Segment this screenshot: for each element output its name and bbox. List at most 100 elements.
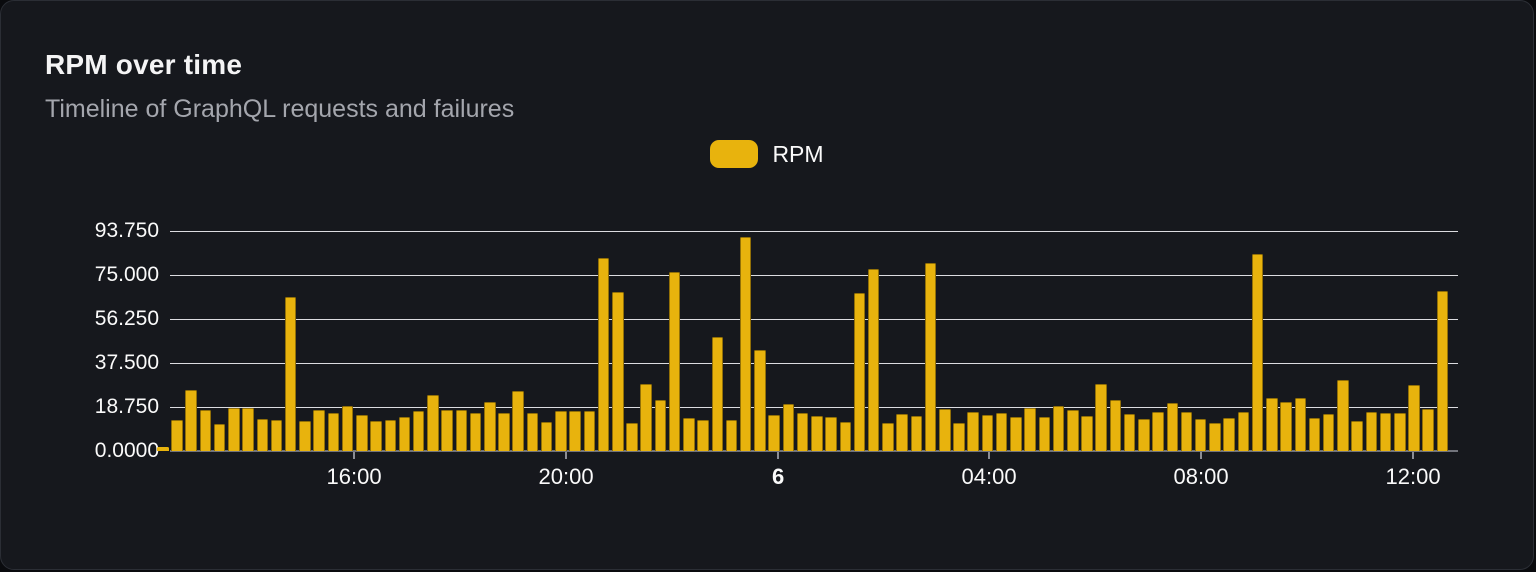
rpm-bar[interactable]	[185, 389, 197, 451]
rpm-bar[interactable]	[284, 296, 297, 451]
rpm-bar[interactable]	[526, 412, 539, 451]
rpm-bar[interactable]	[1010, 416, 1022, 451]
rpm-bar[interactable]	[1209, 423, 1221, 451]
rpm-bar[interactable]	[569, 411, 581, 451]
rpm-bar[interactable]	[1223, 417, 1235, 451]
rpm-bar[interactable]	[427, 395, 439, 451]
rpm-bar[interactable]	[995, 413, 1008, 451]
rpm-bar[interactable]	[626, 423, 638, 451]
rpm-bar[interactable]	[1138, 419, 1150, 451]
rpm-bar[interactable]	[327, 413, 340, 451]
rpm-bar[interactable]	[1152, 411, 1164, 451]
rpm-bar[interactable]	[1436, 290, 1449, 451]
y-axis-tick-label: 18.750	[94, 395, 159, 418]
rpm-bar[interactable]	[1379, 413, 1392, 451]
rpm-bar[interactable]	[412, 411, 425, 451]
rpm-bar[interactable]	[640, 384, 652, 451]
rpm-bar[interactable]	[1294, 398, 1306, 451]
rpm-bar[interactable]	[683, 418, 695, 451]
gridline	[170, 363, 1458, 364]
rpm-bar[interactable]	[171, 419, 183, 451]
rpm-bar[interactable]	[739, 236, 752, 451]
rpm-bar[interactable]	[455, 409, 468, 451]
rpm-bar[interactable]	[341, 405, 354, 451]
rpm-bar[interactable]	[1109, 400, 1122, 451]
rpm-bar[interactable]	[1408, 384, 1420, 451]
rpm-bar[interactable]	[1123, 414, 1136, 451]
rpm-bar[interactable]	[1394, 412, 1406, 451]
rpm-bar[interactable]	[157, 447, 169, 451]
rpm-bar[interactable]	[1095, 384, 1107, 451]
rpm-bar[interactable]	[924, 263, 937, 451]
rpm-bar[interactable]	[1365, 412, 1378, 451]
rpm-bar[interactable]	[441, 409, 453, 451]
y-axis-tick-label: 0.0000	[94, 439, 159, 462]
rpm-bar[interactable]	[299, 420, 311, 451]
rpm-bar[interactable]	[1166, 402, 1179, 451]
rpm-bar[interactable]	[199, 409, 212, 451]
rpm-bar[interactable]	[1266, 397, 1278, 451]
rpm-bar[interactable]	[768, 415, 780, 451]
rpm-bar[interactable]	[270, 419, 283, 451]
rpm-bar[interactable]	[1038, 417, 1051, 451]
rpm-bar[interactable]	[242, 407, 254, 451]
rpm-bar[interactable]	[583, 411, 596, 451]
rpm-bar[interactable]	[498, 412, 510, 451]
rpm-bar[interactable]	[597, 258, 610, 451]
rpm-bar[interactable]	[796, 413, 809, 451]
rpm-bar[interactable]	[867, 269, 880, 451]
rpm-bar[interactable]	[697, 420, 709, 451]
rpm-bar[interactable]	[811, 416, 823, 451]
rpm-bar[interactable]	[1194, 418, 1207, 451]
rpm-bar[interactable]	[668, 271, 681, 451]
x-axis-tick-label: 6	[771, 464, 785, 489]
rpm-bar[interactable]	[1081, 415, 1093, 451]
rpm-bar[interactable]	[356, 414, 368, 451]
rpm-bar[interactable]	[256, 418, 269, 451]
rpm-bar[interactable]	[540, 421, 553, 451]
rpm-bar[interactable]	[711, 336, 724, 451]
rpm-bar[interactable]	[1308, 417, 1321, 451]
rpm-bar[interactable]	[612, 291, 624, 451]
rpm-bar[interactable]	[484, 402, 496, 451]
rpm-bar[interactable]	[398, 416, 411, 451]
rpm-bar[interactable]	[1052, 405, 1065, 451]
rpm-bar[interactable]	[228, 407, 240, 451]
rpm-bar[interactable]	[981, 415, 994, 451]
rpm-bar[interactable]	[370, 421, 382, 451]
rpm-bar[interactable]	[313, 409, 325, 451]
rpm-bar[interactable]	[825, 416, 837, 451]
rpm-bar[interactable]	[1180, 412, 1193, 451]
rpm-bar[interactable]	[953, 423, 965, 451]
rpm-bar[interactable]	[910, 415, 923, 451]
rpm-bar[interactable]	[213, 423, 226, 451]
rpm-bar[interactable]	[896, 414, 908, 451]
rpm-bar[interactable]	[754, 350, 766, 451]
rpm-bar[interactable]	[384, 419, 396, 451]
rpm-bar[interactable]	[1280, 402, 1292, 451]
x-axis-tick	[1200, 452, 1203, 459]
rpm-bar[interactable]	[1322, 413, 1335, 451]
rpm-bar[interactable]	[555, 411, 567, 451]
rpm-bar[interactable]	[967, 411, 979, 451]
rpm-bar[interactable]	[939, 409, 951, 451]
chart-legend[interactable]: RPM	[1, 140, 1533, 168]
rpm-bar[interactable]	[512, 390, 524, 451]
rpm-bar[interactable]	[1337, 380, 1349, 451]
rpm-bar[interactable]	[1237, 412, 1250, 451]
rpm-bar[interactable]	[469, 412, 482, 451]
rpm-bar[interactable]	[882, 422, 894, 451]
rpm-bar[interactable]	[853, 292, 866, 451]
x-axis-line	[170, 450, 1458, 452]
rpm-bar[interactable]	[725, 420, 738, 451]
rpm-bar[interactable]	[1351, 420, 1363, 451]
x-axis-tick	[988, 452, 991, 459]
rpm-bar[interactable]	[1422, 408, 1434, 451]
rpm-bar[interactable]	[1251, 254, 1264, 451]
rpm-bar[interactable]	[1024, 407, 1036, 451]
chart-subtitle: Timeline of GraphQL requests and failure…	[45, 95, 515, 123]
rpm-bar[interactable]	[654, 400, 667, 451]
rpm-bar[interactable]	[782, 403, 795, 451]
rpm-bar[interactable]	[839, 422, 851, 451]
rpm-bar[interactable]	[1067, 409, 1079, 451]
